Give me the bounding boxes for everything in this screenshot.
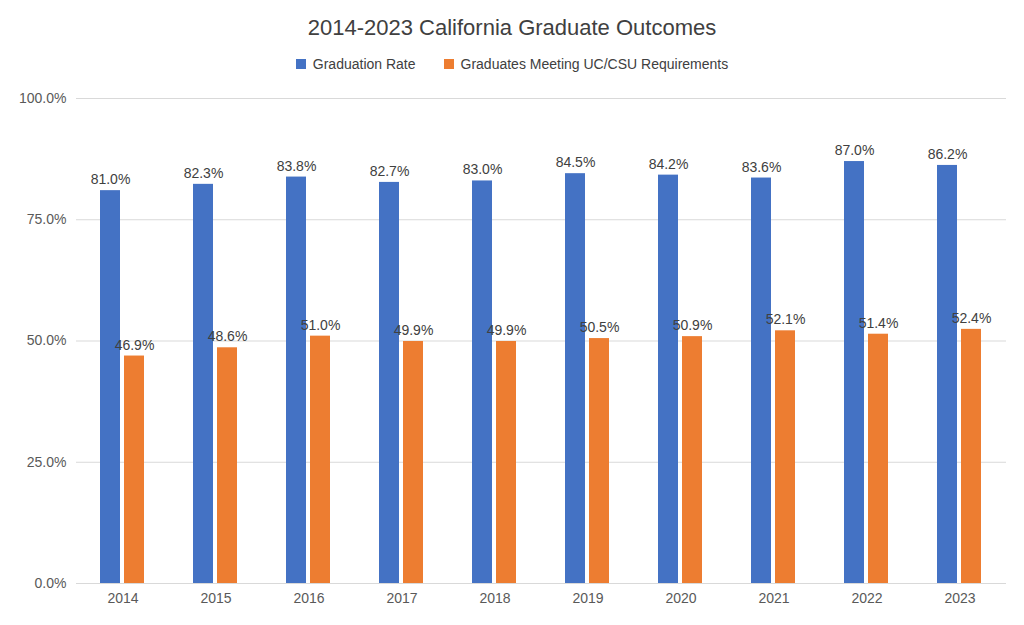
svg-text:81.0%: 81.0% xyxy=(91,171,131,187)
svg-text:84.2%: 84.2% xyxy=(649,156,689,172)
svg-text:52.1%: 52.1% xyxy=(766,311,806,327)
svg-text:75.0%: 75.0% xyxy=(27,211,67,227)
svg-text:52.4%: 52.4% xyxy=(952,310,992,326)
html-text:Graduates Meeting UC/CSU Requi: Graduates Meeting UC/CSU Requirements xyxy=(460,56,729,72)
svg-text:50.5%: 50.5% xyxy=(580,319,620,335)
svg-text:87.0%: 87.0% xyxy=(835,142,875,158)
svg-text:2019: 2019 xyxy=(572,590,603,606)
svg-text:51.0%: 51.0% xyxy=(301,317,341,333)
html-text:2014-2023 California Graduate: 2014-2023 California Graduate Outcomes xyxy=(307,15,717,40)
svg-text:49.9%: 49.9% xyxy=(394,322,434,338)
svg-text:100.0%: 100.0% xyxy=(19,90,66,106)
svg-text:83.6%: 83.6% xyxy=(742,159,782,175)
svg-text:86.2%: 86.2% xyxy=(928,146,968,162)
svg-text:2021: 2021 xyxy=(758,590,789,606)
svg-text:2016: 2016 xyxy=(293,590,324,606)
svg-text:83.0%: 83.0% xyxy=(463,161,503,177)
svg-text:2020: 2020 xyxy=(665,590,696,606)
svg-text:25.0%: 25.0% xyxy=(27,454,67,470)
svg-text:84.5%: 84.5% xyxy=(556,154,596,170)
svg-text:2023: 2023 xyxy=(944,590,975,606)
svg-text:50.0%: 50.0% xyxy=(27,332,67,348)
svg-text:2017: 2017 xyxy=(386,590,417,606)
svg-text:2022: 2022 xyxy=(851,590,882,606)
svg-text:0.0%: 0.0% xyxy=(35,575,67,591)
svg-text:46.9%: 46.9% xyxy=(115,337,155,353)
html-text:Graduation Rate: Graduation Rate xyxy=(312,56,416,72)
svg-text:2018: 2018 xyxy=(479,590,510,606)
svg-text:48.6%: 48.6% xyxy=(208,328,248,344)
svg-text:49.9%: 49.9% xyxy=(487,322,527,338)
svg-text:82.3%: 82.3% xyxy=(184,165,224,181)
svg-text:50.9%: 50.9% xyxy=(673,317,713,333)
svg-text:2014: 2014 xyxy=(107,590,138,606)
svg-text:82.7%: 82.7% xyxy=(370,163,410,179)
svg-text:83.8%: 83.8% xyxy=(277,158,317,174)
svg-text:51.4%: 51.4% xyxy=(859,315,899,331)
svg-text:2015: 2015 xyxy=(200,590,231,606)
